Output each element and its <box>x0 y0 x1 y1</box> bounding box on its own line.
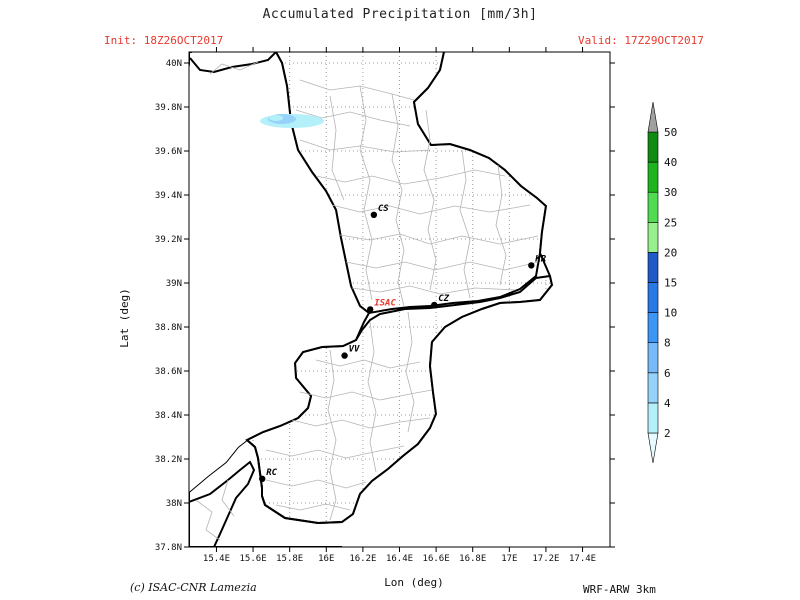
y-axis-label: Lat (deg) <box>118 288 131 348</box>
sea-ionian <box>342 52 610 547</box>
sea-tyrrhenian <box>189 52 369 492</box>
city-label: KR <box>534 254 546 264</box>
y-tick-label: 39N <box>166 279 182 289</box>
y-tick-label: 39.4N <box>155 191 182 201</box>
colorbar-segment <box>647 131 659 163</box>
x-tick-label: 17.4E <box>569 554 596 564</box>
colorbar-segment <box>647 191 659 223</box>
y-tick-label: 38.4N <box>155 411 182 421</box>
colorbar-label: 2 <box>664 427 671 440</box>
y-tick-label: 38N <box>166 499 182 509</box>
x-tick-label: 16.2E <box>349 554 376 564</box>
colorbar-segment <box>647 222 659 253</box>
city-marker <box>431 301 438 309</box>
x-tick-label: 16.4E <box>386 554 413 564</box>
x-tick-label: 17E <box>501 554 517 564</box>
x-tick-label: 15.4E <box>203 554 230 564</box>
city-label: ISAC <box>374 298 396 308</box>
colorbar-overflow <box>647 101 659 133</box>
y-tick-label: 39.6N <box>155 147 182 157</box>
colorbar-label: 25 <box>664 216 677 229</box>
colorbar-label: 20 <box>664 246 677 259</box>
precip-patch <box>260 114 324 128</box>
init-time-label: Init: 18Z26OCT2017 <box>104 34 224 47</box>
x-tick-label: 16.8E <box>459 554 486 564</box>
axis-ticks <box>184 47 615 552</box>
y-tick-label: 39.8N <box>155 103 182 113</box>
copyright-label: (c) ISAC-CNR Lamezia <box>130 581 257 594</box>
colorbar-segment <box>647 161 659 193</box>
map-title: Accumulated Precipitation [mm/3h] <box>262 7 538 22</box>
x-tick-label: 15.8E <box>276 554 303 564</box>
model-label: WRF-ARW 3km <box>583 583 656 596</box>
colorbar-segment <box>647 402 659 434</box>
colorbar-label: 4 <box>664 397 671 410</box>
map-content: CS KR ISAC CZ VV RC <box>189 52 610 547</box>
coastline <box>245 52 554 525</box>
x-tick-label: 16E <box>318 554 334 564</box>
y-tick-label: 37.8N <box>155 543 182 553</box>
colorbar-label: 15 <box>664 277 677 290</box>
colorbar-segment <box>647 312 659 344</box>
colorbar-label: 30 <box>664 186 677 199</box>
valid-time-label: Valid: 17Z29OCT2017 <box>578 34 704 47</box>
colorbar-label: 6 <box>664 367 671 380</box>
municipal-boundaries <box>195 61 539 541</box>
colorbar-segment <box>647 342 659 374</box>
city-markers: CS KR ISAC CZ VV RC <box>259 204 547 482</box>
city-marker <box>528 262 535 269</box>
city-marker <box>259 475 266 482</box>
city-label: VV <box>349 345 360 355</box>
y-tick-label: 40N <box>166 59 182 69</box>
colorbar-label: 50 <box>664 126 677 139</box>
y-tick-labels: 37.8N 38N 38.2N 38.4N 38.6N 38.8N 39N 39.2N 39.4… <box>155 59 182 553</box>
x-tick-label: 16.6E <box>423 554 450 564</box>
y-tick-label: 38.2N <box>155 455 182 465</box>
city-label: CS <box>378 204 389 214</box>
colorbar-label: 10 <box>664 307 677 320</box>
y-tick-label: 39.2N <box>155 235 182 245</box>
x-tick-label: 17.2E <box>532 554 559 564</box>
x-tick-labels: 15.4E 15.6E 15.8E 16E 16.2E 16.4E 16.6E 16.8E 17… <box>203 554 596 564</box>
colorbar-segment <box>647 372 659 404</box>
city-marker <box>341 352 348 359</box>
colorbar-label: 8 <box>664 337 671 350</box>
colorbar: 2 4 6 8 10 15 20 25 30 40 50 <box>647 101 677 464</box>
city-label: RC <box>266 468 277 478</box>
city-label: CZ <box>438 294 449 304</box>
x-axis-label: Lon (deg) <box>384 576 444 589</box>
city-marker <box>370 211 378 218</box>
y-tick-label: 38.6N <box>155 367 182 377</box>
colorbar-label: 40 <box>664 156 677 169</box>
city-marker <box>367 306 374 313</box>
colorbar-segment <box>647 252 659 283</box>
x-tick-label: 15.6E <box>240 554 267 564</box>
colorbar-underflow <box>647 432 659 464</box>
y-tick-label: 38.8N <box>155 323 182 333</box>
colorbar-segment <box>647 282 659 313</box>
